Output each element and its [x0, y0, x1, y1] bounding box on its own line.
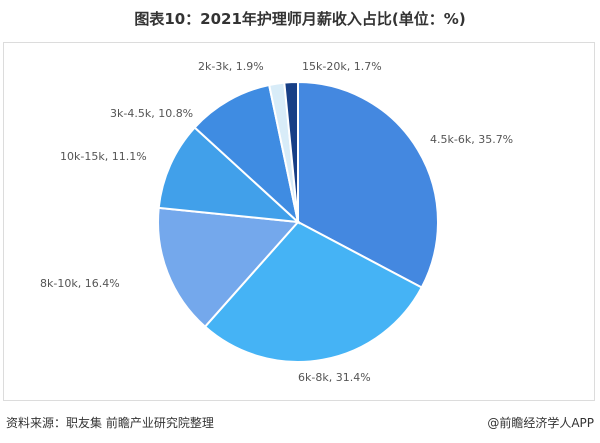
pie-slice-3k-4_5k — [193, 83, 300, 225]
chart-frame — [3, 42, 595, 401]
slice-label: 6k-8k, 31.4% — [298, 371, 371, 384]
credit-note: @前瞻经济学人APP — [487, 416, 594, 430]
slice-label: 15k-20k, 1.7% — [302, 60, 382, 73]
pie-slice-10k-15k — [157, 126, 301, 224]
pie-slice-6k-8k — [203, 220, 424, 363]
slice-label: 8k-10k, 16.4% — [40, 277, 120, 290]
slice-label: 3k-4.5k, 10.8% — [110, 107, 193, 120]
pie-slice-4_5k-6k — [297, 80, 439, 289]
source-note: 资料来源：职友集 前瞻产业研究院整理 — [6, 416, 214, 430]
pie-slice-8k-10k — [157, 206, 301, 329]
pie-slice-15k-20k — [283, 80, 299, 223]
slice-label: 2k-3k, 1.9% — [198, 60, 264, 73]
slice-label: 10k-15k, 11.1% — [60, 150, 147, 163]
chart-title: 图表10：2021年护理师月薪收入占比(单位：%) — [134, 10, 466, 28]
slice-label: 4.5k-6k, 35.7% — [430, 133, 513, 146]
